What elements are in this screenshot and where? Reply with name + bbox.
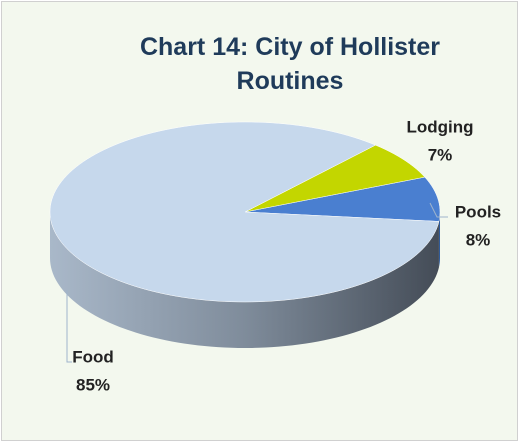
- data-label-name: Food: [72, 347, 114, 366]
- data-label-name: Pools: [455, 202, 501, 221]
- slice-side: [438, 212, 440, 268]
- slice: [49, 121, 440, 303]
- slice-side: [50, 212, 439, 348]
- data-label-value: 8%: [466, 230, 491, 249]
- slice: [244, 144, 426, 213]
- leader-line: [429, 202, 448, 218]
- data-label-value: 7%: [428, 145, 453, 164]
- data-label-value: 85%: [76, 375, 110, 394]
- data-label-name: Lodging: [406, 117, 473, 136]
- chart-title: Chart 14: City of Hollister Routines: [139, 33, 441, 95]
- leader-line: [66, 290, 72, 363]
- slice: [244, 176, 441, 222]
